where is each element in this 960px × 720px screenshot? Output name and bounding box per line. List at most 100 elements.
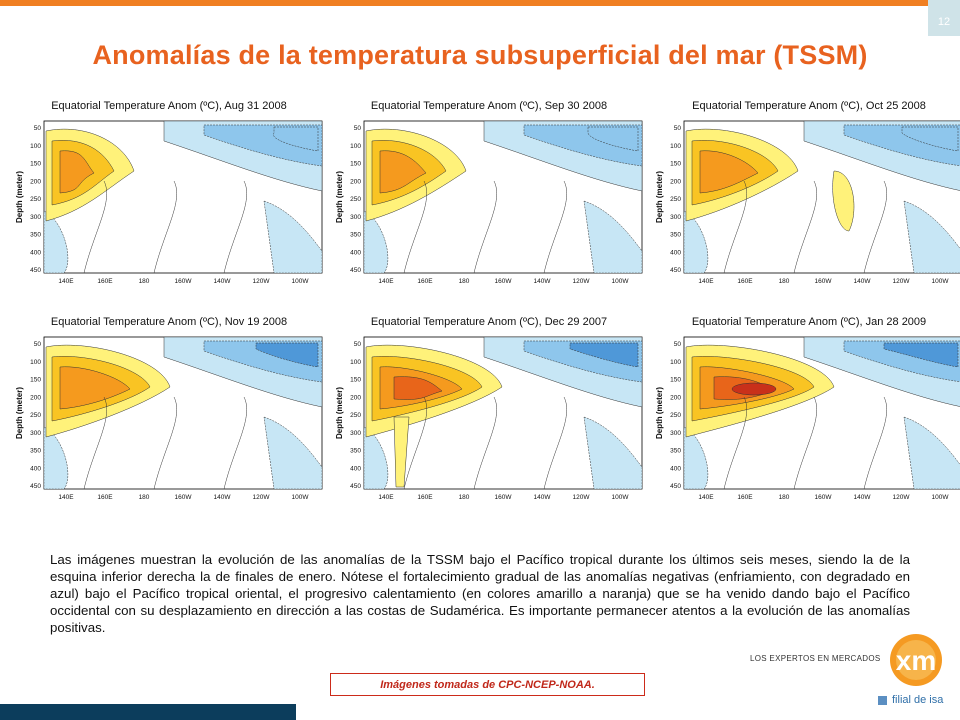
x-tick-label: 160E bbox=[417, 278, 433, 285]
xm-logo: xm bbox=[890, 634, 942, 686]
svg-text:xm: xm bbox=[896, 645, 936, 676]
description-text: Las imágenes muestran la evolución de la… bbox=[50, 552, 910, 635]
x-tick-label: 160E bbox=[737, 494, 753, 501]
x-tick-label: 180 bbox=[139, 494, 150, 501]
bottom-bar bbox=[0, 704, 296, 720]
logo-tagline: LOS EXPERTOS EN MERCADOS bbox=[750, 654, 881, 663]
x-tick-label: 100W bbox=[932, 494, 950, 501]
x-tick-label: 140E bbox=[698, 278, 714, 285]
y-tick-label: 450 bbox=[350, 483, 361, 490]
y-tick-label: 50 bbox=[674, 125, 682, 132]
y-tick-label: 450 bbox=[30, 483, 41, 490]
x-tick-label: 120W bbox=[253, 494, 271, 501]
x-tick-label: 120W bbox=[253, 278, 271, 285]
y-tick-label: 200 bbox=[30, 394, 41, 401]
y-tick-label: 150 bbox=[350, 377, 361, 384]
x-tick-label: 180 bbox=[459, 494, 470, 501]
x-tick-label: 120W bbox=[573, 278, 591, 285]
y-tick-label: 350 bbox=[670, 232, 681, 239]
y-tick-label: 50 bbox=[34, 341, 42, 348]
x-tick-label: 180 bbox=[779, 278, 790, 285]
y-axis-label: Depth (meter) bbox=[15, 171, 24, 223]
x-tick-label: 140E bbox=[378, 494, 394, 501]
y-tick-label: 100 bbox=[670, 359, 681, 366]
y-tick-label: 250 bbox=[350, 196, 361, 203]
y-tick-label: 350 bbox=[30, 232, 41, 239]
x-tick-label: 140W bbox=[534, 494, 552, 501]
contour-map: 50 100 150 200 250 300 350 400 450 140E 160E 180 160… bbox=[335, 120, 643, 285]
y-axis-label: Depth (meter) bbox=[335, 387, 344, 439]
logo-subtitle: filial de isa bbox=[892, 694, 944, 706]
y-tick-label: 400 bbox=[30, 249, 41, 256]
y-tick-label: 100 bbox=[30, 359, 41, 366]
anomaly-panel: Equatorial Temperature Anom (ºC), Dec 29… bbox=[330, 313, 648, 511]
anomaly-panel: Equatorial Temperature Anom (ºC), Oct 25… bbox=[650, 97, 960, 295]
x-tick-label: 180 bbox=[779, 494, 790, 501]
y-tick-label: 250 bbox=[350, 412, 361, 419]
y-tick-label: 350 bbox=[670, 448, 681, 455]
x-tick-label: 160E bbox=[417, 494, 433, 501]
image-credit: Imágenes tomadas de CPC-NCEP-NOAA. bbox=[330, 673, 645, 696]
y-tick-label: 400 bbox=[350, 249, 361, 256]
anomaly-panel: Equatorial Temperature Anom (ºC), Nov 19… bbox=[10, 313, 328, 511]
x-tick-label: 140W bbox=[854, 494, 872, 501]
y-tick-label: 300 bbox=[670, 214, 681, 221]
y-axis-label: Depth (meter) bbox=[15, 387, 24, 439]
y-tick-label: 150 bbox=[30, 377, 41, 384]
contour-map: 50 100 150 200 250 300 350 400 450 140E 160E 180 160… bbox=[655, 336, 960, 501]
y-axis-label: Depth (meter) bbox=[655, 387, 664, 439]
x-tick-label: 100W bbox=[612, 278, 630, 285]
x-tick-label: 160W bbox=[175, 494, 193, 501]
panel-title: Equatorial Temperature Anom (ºC), Nov 19… bbox=[50, 316, 288, 328]
x-tick-label: 160W bbox=[815, 494, 833, 501]
x-tick-label: 160W bbox=[815, 278, 833, 285]
y-tick-label: 200 bbox=[30, 178, 41, 185]
y-tick-label: 400 bbox=[670, 465, 681, 472]
y-tick-label: 250 bbox=[30, 196, 41, 203]
x-tick-label: 140E bbox=[58, 494, 74, 501]
x-tick-label: 100W bbox=[932, 278, 950, 285]
x-tick-label: 100W bbox=[612, 494, 630, 501]
x-tick-label: 120W bbox=[893, 278, 911, 285]
y-tick-label: 250 bbox=[670, 412, 681, 419]
panel-title: Equatorial Temperature Anom (ºC), Dec 29… bbox=[370, 316, 608, 328]
contour-map: 50 100 150 200 250 300 350 400 450 140E 160E 180 160… bbox=[15, 336, 323, 501]
y-tick-label: 50 bbox=[354, 341, 362, 348]
x-tick-label: 140W bbox=[214, 494, 232, 501]
y-tick-label: 300 bbox=[670, 430, 681, 437]
x-tick-label: 140W bbox=[854, 278, 872, 285]
y-tick-label: 250 bbox=[30, 412, 41, 419]
y-axis-label: Depth (meter) bbox=[655, 171, 664, 223]
y-tick-label: 100 bbox=[30, 143, 41, 150]
y-tick-label: 50 bbox=[34, 125, 42, 132]
y-tick-label: 150 bbox=[350, 161, 361, 168]
y-tick-label: 100 bbox=[350, 143, 361, 150]
y-tick-label: 100 bbox=[670, 143, 681, 150]
anomaly-panel: Equatorial Temperature Anom (ºC), Jan 28… bbox=[650, 313, 960, 511]
y-tick-label: 50 bbox=[674, 341, 682, 348]
y-tick-label: 50 bbox=[354, 125, 362, 132]
panel-title: Equatorial Temperature Anom (ºC), Oct 25… bbox=[692, 100, 926, 112]
y-tick-label: 300 bbox=[350, 430, 361, 437]
y-tick-label: 350 bbox=[350, 448, 361, 455]
y-axis-label: Depth (meter) bbox=[335, 171, 344, 223]
x-tick-label: 160E bbox=[97, 494, 113, 501]
y-tick-label: 300 bbox=[350, 214, 361, 221]
x-tick-label: 160E bbox=[97, 278, 113, 285]
y-tick-label: 150 bbox=[670, 377, 681, 384]
filial-square-icon bbox=[878, 696, 887, 705]
y-tick-label: 450 bbox=[670, 267, 681, 274]
x-tick-label: 100W bbox=[292, 494, 310, 501]
y-tick-label: 200 bbox=[350, 178, 361, 185]
y-tick-label: 450 bbox=[350, 267, 361, 274]
x-tick-label: 120W bbox=[893, 494, 911, 501]
x-tick-label: 180 bbox=[459, 278, 470, 285]
y-tick-label: 350 bbox=[30, 448, 41, 455]
x-tick-label: 160E bbox=[737, 278, 753, 285]
x-tick-label: 140E bbox=[378, 278, 394, 285]
y-tick-label: 300 bbox=[30, 214, 41, 221]
x-tick-label: 140W bbox=[214, 278, 232, 285]
y-tick-label: 400 bbox=[350, 465, 361, 472]
y-tick-label: 450 bbox=[30, 267, 41, 274]
y-tick-label: 200 bbox=[670, 394, 681, 401]
